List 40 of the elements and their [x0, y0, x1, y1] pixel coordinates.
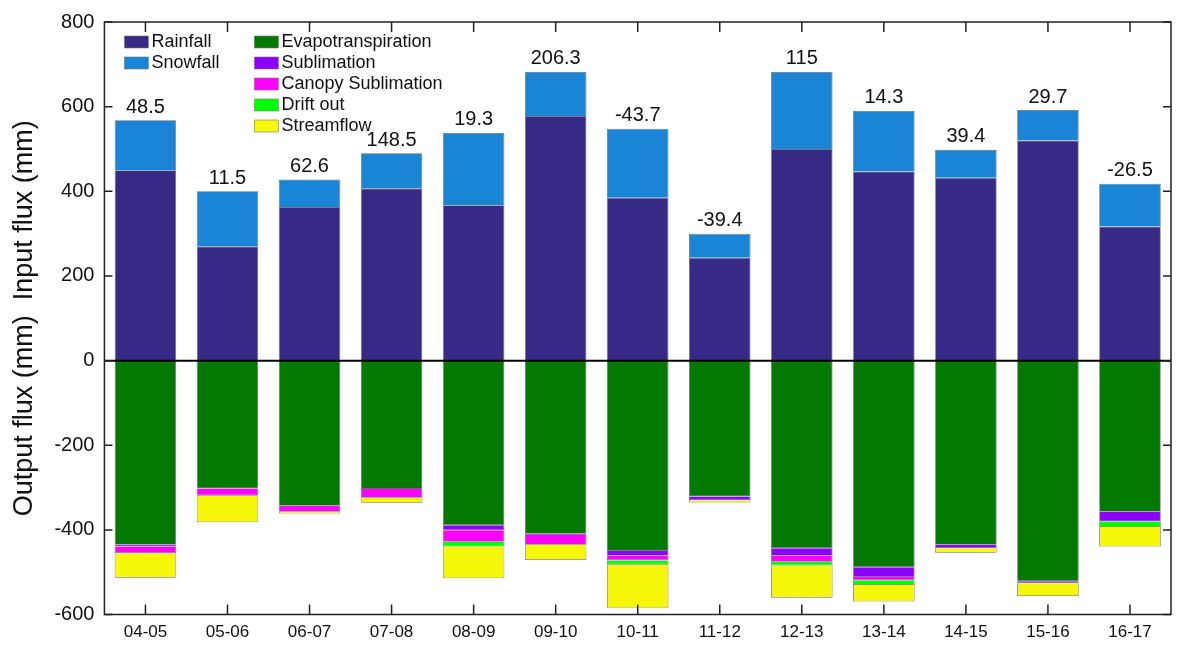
x-tick-label: 04-05 — [123, 622, 168, 642]
annotation: 11.5 — [208, 165, 247, 188]
annotation: 115 — [785, 46, 818, 69]
x-tick-label: 11-12 — [698, 622, 741, 642]
y-tick-label: 600 — [61, 94, 95, 117]
annotation: 206.3 — [530, 46, 581, 69]
legend-label: Rainfall — [151, 30, 212, 51]
annotation: 62.6 — [290, 153, 330, 176]
annotation: 19.3 — [454, 107, 494, 130]
x-tick-label: 07-08 — [369, 622, 414, 642]
y-tick-label: 800 — [61, 9, 95, 32]
y-tick-label: 200 — [61, 263, 95, 286]
legend-label: Evapotranspiration — [281, 30, 432, 51]
y-tick-label: -600 — [54, 602, 95, 625]
annotation: -43.7 — [614, 103, 661, 126]
legend-label: Snowfall — [151, 51, 220, 72]
y-axis-title: Output flux (mm) Input flux (mm) — [7, 120, 38, 517]
y-tick-label: -200 — [54, 432, 95, 455]
x-tick-label: 06-07 — [287, 622, 332, 642]
y-tick-label: -400 — [54, 517, 95, 540]
annotation: 48.5 — [125, 94, 165, 117]
x-tick-label: 13-14 — [862, 622, 906, 642]
x-tick-label: 09-10 — [533, 622, 578, 642]
legend-label: Drift out — [281, 93, 345, 114]
x-tick-label: 08-09 — [451, 622, 496, 642]
x-tick-label: 16-17 — [1108, 622, 1152, 642]
legend-label: Canopy Sublimation — [281, 72, 443, 93]
y-tick-label: 400 — [61, 178, 95, 201]
y-tick-label: 0 — [83, 348, 95, 371]
annotation: 29.7 — [1028, 84, 1068, 107]
x-tick-label: 12-13 — [780, 622, 824, 642]
x-tick-label: 14-15 — [944, 622, 988, 642]
annotation: -26.5 — [1107, 158, 1153, 181]
annotation: -39.4 — [696, 208, 743, 231]
x-tick-label: 15-16 — [1026, 622, 1070, 642]
x-tick-label: 05-06 — [205, 622, 250, 642]
x-tick-label: 10-11 — [616, 622, 659, 642]
annotation: 39.4 — [946, 124, 986, 147]
annotation: 14.3 — [864, 85, 904, 108]
legend-label: Sublimation — [281, 51, 376, 72]
